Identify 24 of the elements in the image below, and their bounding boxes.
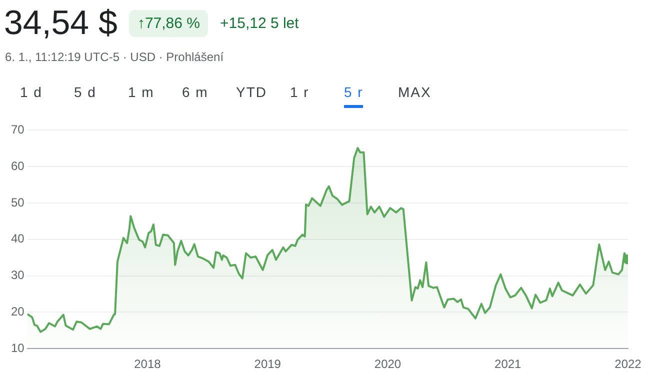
text: YTD xyxy=(236,84,267,102)
text: MAX xyxy=(398,84,432,102)
y-tick-label: 40 xyxy=(10,232,25,246)
text: ↑77,86 % xyxy=(129,10,208,37)
chart-subtitle: 6. 1., 11:12:19 UTC-5 · USD · Prohlášení xyxy=(5,50,224,64)
x-tick-label: 2018 xyxy=(134,357,162,372)
x-tick-label: 2019 xyxy=(254,357,282,372)
y-tick-label: 60 xyxy=(10,158,25,173)
text: +15,12 5 let xyxy=(220,15,299,32)
text: 6 m xyxy=(182,84,208,102)
text: 1 r xyxy=(290,84,310,102)
chart-title: 34,54 $ xyxy=(4,4,118,43)
x-tick-label: 2020 xyxy=(374,357,402,372)
x-tick-label: 2021 xyxy=(494,357,522,372)
text: 5 r xyxy=(344,84,364,108)
text: 1 d xyxy=(20,84,42,102)
text: 1 m xyxy=(128,84,154,102)
x-tick-label: 2022 xyxy=(614,357,642,372)
y-tick-label: 20 xyxy=(10,304,25,319)
y-tick-label: 70 xyxy=(10,122,25,137)
text: 5 d xyxy=(74,84,96,102)
y-tick-label: 50 xyxy=(10,195,25,210)
y-tick-label: 10 xyxy=(10,340,25,355)
y-tick-label: 30 xyxy=(10,268,25,282)
